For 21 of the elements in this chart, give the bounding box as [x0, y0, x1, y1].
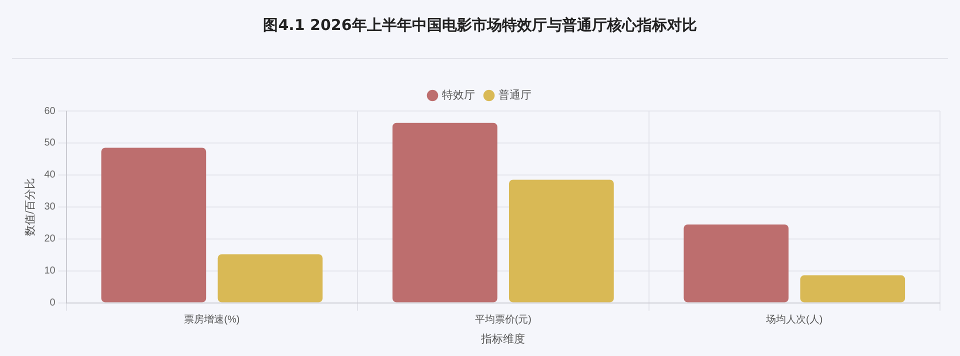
x-tick-label: 票房增速(%) [184, 314, 240, 326]
y-tick-label: 60 [44, 106, 56, 117]
y-tick-label: 10 [44, 266, 56, 277]
x-tick-label: 场均人次(人) [765, 314, 823, 326]
y-tick-label: 20 [44, 234, 56, 245]
bar [684, 224, 789, 302]
y-tick-label: 40 [44, 170, 56, 181]
bar [101, 148, 206, 302]
bar [218, 254, 323, 302]
bar [800, 275, 906, 302]
y-tick-label: 30 [44, 202, 56, 213]
y-axis-title: 数值/百分比 [24, 178, 37, 236]
chart-title: 图4.1 2026年上半年中国电影市场特效厅与普通厅核心指标对比 [262, 16, 698, 35]
legend-label: 普通厅 [498, 88, 532, 102]
x-tick-label: 平均票价(元) [474, 314, 532, 326]
y-tick-label: 50 [44, 138, 56, 149]
x-axis-title: 指标维度 [480, 332, 526, 346]
bar [508, 180, 614, 302]
y-tick-label: 0 [50, 298, 56, 309]
bar [392, 122, 498, 302]
legend-label: 特效厅 [442, 90, 475, 102]
